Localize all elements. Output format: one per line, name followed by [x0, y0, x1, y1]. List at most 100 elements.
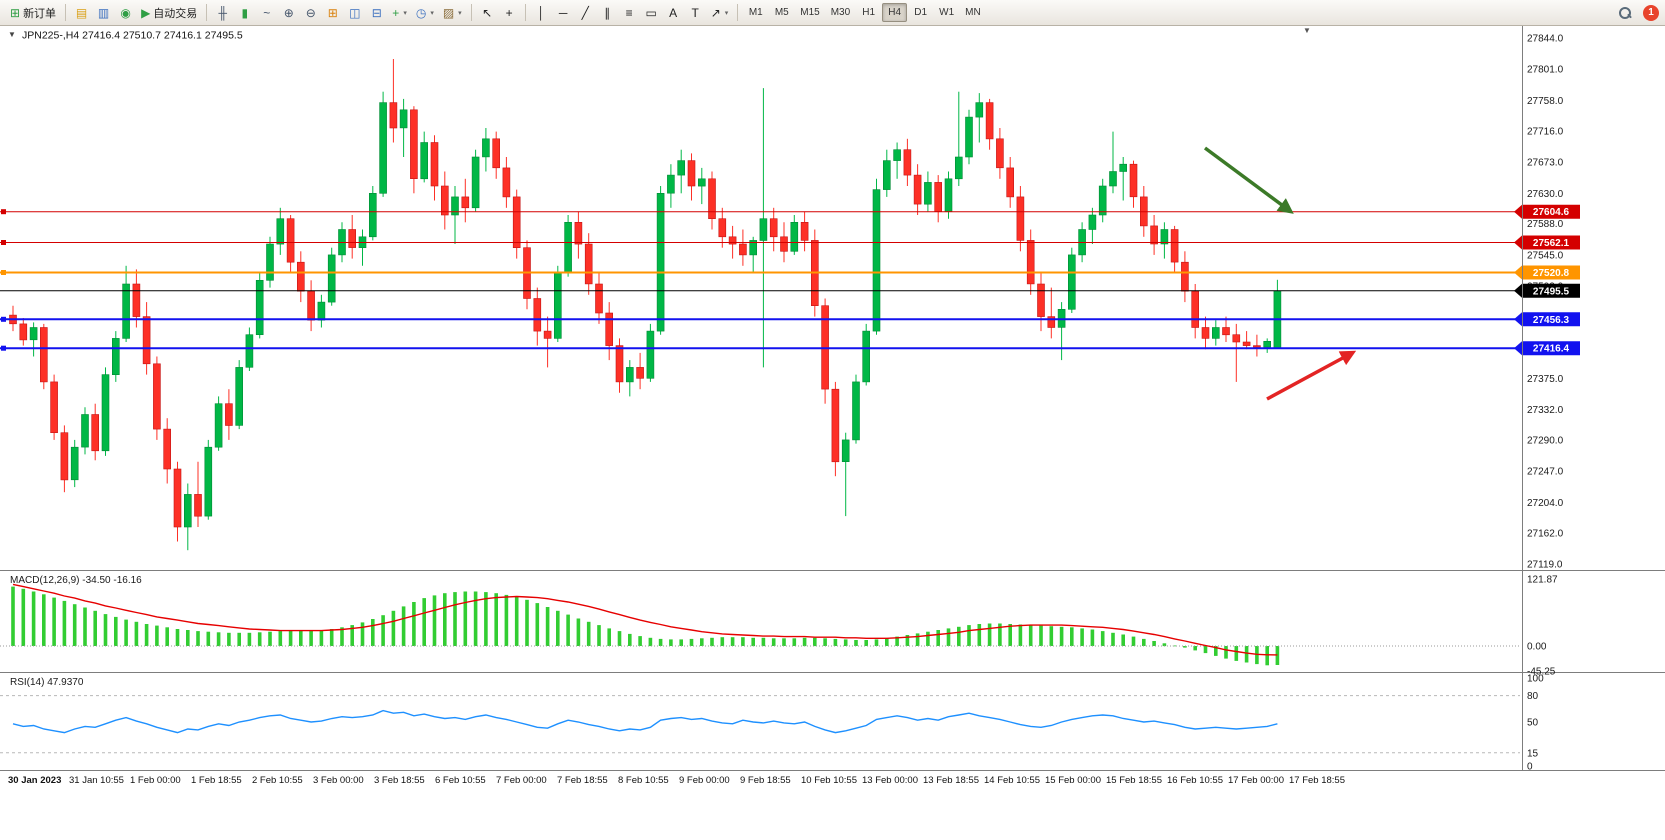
rsi-line [12, 709, 1278, 734]
label-button[interactable]: T [685, 2, 706, 23]
cursor-icon: ↖ [482, 5, 493, 20]
horizontal-line-icon: ─ [558, 5, 568, 20]
toolbar-separator [470, 4, 472, 21]
price-badge-label: 27604.6 [1533, 207, 1570, 218]
red-arrow-annotation[interactable] [1266, 350, 1357, 401]
arrows-button-dropdown-icon: ▾ [724, 9, 729, 17]
timeframe-button-mn[interactable]: MN [965, 7, 981, 18]
bar-chart-icon: ╫ [218, 5, 228, 20]
crosshair-icon: + [505, 5, 513, 20]
time-axis-label: 17 Feb 18:55 [1289, 775, 1345, 786]
svg-text:27844.0: 27844.0 [1527, 34, 1564, 45]
chart-menu-icon[interactable]: ▼ [8, 30, 16, 39]
candlestick-icon: ▮ [241, 5, 249, 20]
channel-icon: ∥ [604, 5, 611, 20]
auto-trading-play-icon: ▶ [141, 5, 151, 20]
search-icon [1618, 6, 1632, 20]
shapes-button[interactable]: ▭ [641, 2, 662, 23]
navigator-button[interactable]: ◉ [115, 2, 136, 23]
svg-text:27673.0: 27673.0 [1527, 158, 1564, 169]
timeframe-button-m5[interactable]: M5 [774, 7, 789, 18]
vertical-line-button[interactable]: │ [531, 2, 552, 23]
auto-trading-button-label: 自动交易 [153, 7, 198, 20]
time-axis-label: 10 Feb 10:55 [801, 775, 857, 786]
rsi-label: RSI(14) 47.9370 [10, 677, 84, 688]
svg-text:27204.0: 27204.0 [1527, 498, 1564, 509]
timeframe-button-d1[interactable]: D1 [914, 7, 928, 18]
time-axis-label: 9 Feb 18:55 [740, 775, 791, 786]
new-order-button-label: 新订单 [23, 7, 57, 20]
arrange-horizontal-button[interactable]: ◫ [344, 2, 365, 23]
time-axis-label: 31 Jan 10:55 [69, 775, 124, 786]
text-icon: A [669, 5, 678, 20]
svg-text:27375.0: 27375.0 [1527, 374, 1564, 385]
timeframe-button-m1[interactable]: M1 [748, 7, 763, 18]
channel-button[interactable]: ∥ [597, 2, 618, 23]
auto-trading-button[interactable]: ▶ 自动交易 [137, 2, 201, 23]
tile-windows-icon: ⊞ [327, 5, 338, 20]
rsi-axis-label: 50 [1527, 718, 1539, 729]
rsi-axis-label: 100 [1527, 674, 1544, 685]
price-badge [1514, 235, 1580, 250]
arrange-horizontal-icon: ◫ [349, 5, 361, 20]
chart-title: JPN225-,H4 27416.4 27510.7 27416.1 27495… [22, 30, 243, 42]
bar-chart-button[interactable]: ╫ [212, 2, 233, 23]
candlestick-chart-button[interactable]: ▮ [234, 2, 255, 23]
tile-windows-button[interactable]: ⊞ [322, 2, 343, 23]
zoom-out-button[interactable]: ⊖ [300, 2, 321, 23]
rsi-axis-label: 15 [1527, 748, 1539, 759]
timeframe-button-m15[interactable]: M15 [800, 7, 820, 18]
time-axis-label: 14 Feb 10:55 [984, 775, 1040, 786]
periods-button-dropdown-icon: ▾ [430, 9, 434, 17]
macd-histogram [11, 586, 1280, 666]
green-arrow-annotation[interactable] [1203, 146, 1294, 214]
time-axis-label: 9 Feb 00:00 [679, 775, 730, 786]
new-order-icon: ⊞ [10, 5, 21, 20]
horizontal-line-button[interactable]: ─ [553, 2, 574, 23]
data-window-button[interactable]: ▥ [93, 2, 114, 23]
toolbar-buttons-group: ⊞ 新订单 ▤ ▥ ◉ ▶ 自动交易 ╫ ▮ ~ ⊕ ⊖ ⊞ ◫ ⊟ + ▾ ◷ ▾ ▨ ▾ ↖ + │ ─ ╱ ∥ ≡ ▭ A T ↗ ▾ [6, 2, 742, 23]
time-axis-label: 2 Feb 10:55 [252, 775, 303, 786]
toolbar-right-group: 1 [1614, 2, 1659, 23]
timeframe-button-w1[interactable]: W1 [939, 7, 955, 18]
price-badge [1514, 312, 1580, 327]
timeframe-button-h4[interactable]: H4 [882, 3, 908, 22]
timeframe-button-h1[interactable]: H1 [862, 7, 876, 18]
trendline-icon: ╱ [581, 5, 589, 20]
time-axis-label: 7 Feb 00:00 [496, 775, 547, 786]
new-chart-icon: + [392, 5, 400, 20]
cursor-button[interactable]: ↖ [477, 2, 498, 23]
notification-badge[interactable]: 1 [1643, 4, 1659, 21]
crosshair-button[interactable]: + [499, 2, 520, 23]
fibonacci-button[interactable]: ≡ [619, 2, 640, 23]
svg-text:27588.0: 27588.0 [1527, 219, 1564, 230]
line-chart-button[interactable]: ~ [256, 2, 277, 23]
toolbar-separator [206, 4, 208, 21]
arrows-button[interactable]: ↗ ▾ [707, 2, 733, 23]
vertical-line-icon: │ [537, 5, 545, 20]
line-anchor-marker [1, 316, 6, 322]
svg-text:27630.0: 27630.0 [1527, 189, 1564, 200]
new-order-button[interactable]: ⊞ 新订单 [6, 2, 60, 23]
zoom-in-button[interactable]: ⊕ [278, 2, 299, 23]
price-badge-label: 27495.5 [1533, 286, 1570, 297]
line-anchor-marker [1, 209, 6, 215]
macd-axis-label: 121.87 [1527, 575, 1558, 586]
text-button[interactable]: A [663, 2, 684, 23]
timeframe-button-m30[interactable]: M30 [830, 7, 851, 18]
svg-text:27801.0: 27801.0 [1527, 65, 1564, 76]
trendline-button[interactable]: ╱ [575, 2, 596, 23]
new-chart-button[interactable]: + ▾ [388, 2, 411, 23]
arrange-vertical-button[interactable]: ⊟ [366, 2, 387, 23]
main-toolbar: ⊞ 新订单 ▤ ▥ ◉ ▶ 自动交易 ╫ ▮ ~ ⊕ ⊖ ⊞ ◫ ⊟ + ▾ ◷ ▾ ▨ ▾ ↖ + │ ─ ╱ ∥ ≡ ▭ A T ↗ ▾ M… [0, 0, 1665, 26]
data-window-icon: ▥ [97, 5, 110, 20]
rsi-axis-label: 0 [1527, 762, 1533, 773]
templates-button[interactable]: ▨ ▾ [439, 2, 466, 23]
toolbar-separator [524, 4, 526, 21]
periods-button[interactable]: ◷ ▾ [412, 2, 438, 23]
collapse-panel-icon[interactable]: ▼ [1303, 26, 1311, 35]
search-button[interactable] [1614, 2, 1636, 23]
price-badge-label: 27416.4 [1533, 344, 1570, 355]
time-axis-label: 3 Feb 18:55 [374, 775, 425, 786]
profiles-button[interactable]: ▤ [71, 2, 92, 23]
